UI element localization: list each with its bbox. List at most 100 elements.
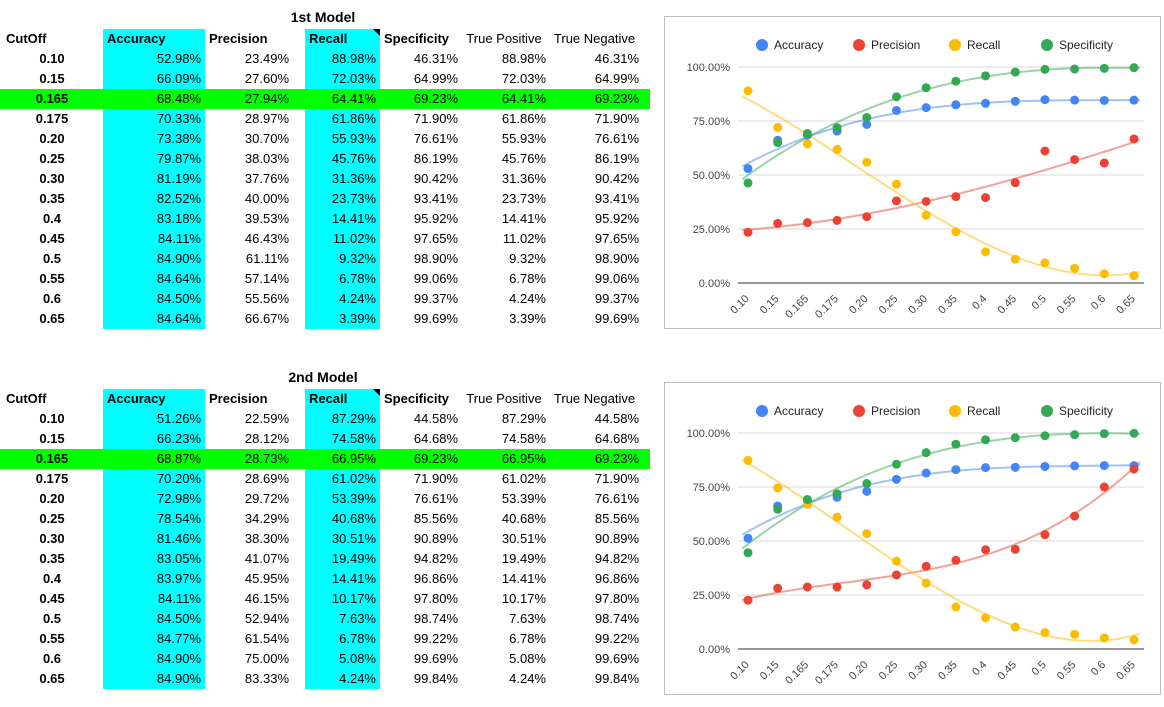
- point-accuracy[interactable]: [951, 465, 961, 475]
- point-accuracy[interactable]: [981, 98, 991, 108]
- point-specificity[interactable]: [981, 71, 991, 81]
- cell-true-negative[interactable]: 46.31%: [594, 51, 639, 66]
- cell-specificity[interactable]: 44.58%: [413, 411, 458, 426]
- cell-accuracy[interactable]: 68.87%: [156, 451, 201, 466]
- cell-recall[interactable]: 40.68%: [305, 509, 380, 529]
- header-precision[interactable]: Precision: [209, 31, 268, 46]
- cell-recall[interactable]: 66.95%: [331, 451, 376, 466]
- cell-true-positive[interactable]: 45.76%: [501, 151, 546, 166]
- point-precision[interactable]: [1129, 464, 1139, 474]
- legend-entry[interactable]: Accuracy: [756, 38, 823, 52]
- cell-accuracy[interactable]: 72.98%: [103, 489, 205, 509]
- legend-entry[interactable]: Precision: [853, 38, 920, 52]
- point-recall[interactable]: [1099, 269, 1109, 279]
- cell-precision[interactable]: 40.00%: [244, 191, 289, 206]
- point-accuracy[interactable]: [891, 474, 901, 484]
- point-specificity[interactable]: [1099, 429, 1109, 439]
- point-precision[interactable]: [832, 582, 842, 592]
- point-recall[interactable]: [1040, 258, 1050, 268]
- point-specificity[interactable]: [891, 92, 901, 102]
- cell-recall[interactable]: 5.08%: [305, 649, 380, 669]
- cell-true-negative[interactable]: 64.68%: [594, 431, 639, 446]
- cell-cutoff[interactable]: 0.175: [35, 111, 69, 126]
- cell-specificity[interactable]: 99.22%: [413, 631, 458, 646]
- cell-cutoff[interactable]: 0.165: [35, 91, 69, 106]
- header-recall[interactable]: Recall: [305, 389, 380, 409]
- cell-cutoff[interactable]: 0.5: [42, 611, 62, 626]
- point-recall[interactable]: [951, 227, 961, 237]
- point-precision[interactable]: [981, 193, 991, 203]
- point-precision[interactable]: [1010, 544, 1020, 554]
- cell-recall[interactable]: 6.78%: [305, 269, 380, 289]
- cell-true-negative[interactable]: 71.90%: [594, 471, 639, 486]
- cell-accuracy[interactable]: 84.64%: [103, 269, 205, 289]
- header-recall[interactable]: Recall: [305, 29, 380, 49]
- cell-precision[interactable]: 46.43%: [244, 231, 289, 246]
- cell-precision[interactable]: 41.07%: [244, 551, 289, 566]
- cell-accuracy[interactable]: 70.33%: [103, 109, 205, 129]
- point-specificity[interactable]: [773, 504, 783, 514]
- legend-entry[interactable]: Recall: [949, 38, 1000, 52]
- point-specificity[interactable]: [832, 489, 842, 499]
- cell-precision[interactable]: 46.15%: [244, 591, 289, 606]
- cell-specificity[interactable]: 98.74%: [413, 611, 458, 626]
- point-precision[interactable]: [1070, 511, 1080, 521]
- cell-true-negative[interactable]: 85.56%: [594, 511, 639, 526]
- point-recall[interactable]: [1070, 629, 1080, 639]
- cell-true-negative[interactable]: 97.65%: [594, 231, 639, 246]
- cell-recall[interactable]: 14.41%: [305, 569, 380, 589]
- point-recall[interactable]: [1070, 263, 1080, 273]
- point-recall[interactable]: [832, 144, 842, 154]
- cell-recall[interactable]: 11.02%: [305, 229, 380, 249]
- point-precision[interactable]: [1099, 158, 1109, 168]
- cell-accuracy[interactable]: 84.50%: [103, 289, 205, 309]
- cell-true-negative[interactable]: 76.61%: [594, 491, 639, 506]
- cell-precision[interactable]: 38.03%: [244, 151, 289, 166]
- cell-accuracy[interactable]: 83.05%: [103, 549, 205, 569]
- cell-specificity[interactable]: 86.19%: [413, 151, 458, 166]
- cell-true-negative[interactable]: 96.86%: [594, 571, 639, 586]
- point-specificity[interactable]: [1129, 63, 1139, 73]
- cell-accuracy[interactable]: 68.48%: [156, 91, 201, 106]
- cell-precision[interactable]: 66.67%: [244, 311, 289, 326]
- point-accuracy[interactable]: [1010, 462, 1020, 472]
- point-precision[interactable]: [921, 196, 931, 206]
- cell-true-positive[interactable]: 53.39%: [501, 491, 546, 506]
- cell-cutoff[interactable]: 0.55: [39, 631, 65, 646]
- cell-specificity[interactable]: 99.06%: [413, 271, 458, 286]
- cell-accuracy[interactable]: 79.87%: [103, 149, 205, 169]
- cell-true-positive[interactable]: 64.41%: [501, 91, 546, 106]
- cell-true-negative[interactable]: 69.23%: [594, 451, 639, 466]
- cell-specificity[interactable]: 85.56%: [413, 511, 458, 526]
- cell-true-negative[interactable]: 69.23%: [594, 91, 639, 106]
- cell-cutoff[interactable]: 0.6: [42, 651, 62, 666]
- point-recall[interactable]: [862, 157, 872, 167]
- point-specificity[interactable]: [832, 123, 842, 133]
- point-recall[interactable]: [1099, 633, 1109, 643]
- point-precision[interactable]: [951, 192, 961, 202]
- cell-accuracy[interactable]: 84.64%: [103, 309, 205, 329]
- point-recall[interactable]: [951, 602, 961, 612]
- header-cutoff[interactable]: CutOff: [6, 391, 47, 406]
- cell-specificity[interactable]: 95.92%: [413, 211, 458, 226]
- cell-specificity[interactable]: 76.61%: [413, 131, 458, 146]
- point-recall[interactable]: [773, 122, 783, 132]
- cell-accuracy[interactable]: 78.54%: [103, 509, 205, 529]
- point-precision[interactable]: [743, 595, 753, 605]
- cell-true-positive[interactable]: 10.17%: [501, 591, 546, 606]
- header-cutoff[interactable]: CutOff: [6, 31, 47, 46]
- cell-precision[interactable]: 29.72%: [244, 491, 289, 506]
- cell-precision[interactable]: 55.56%: [244, 291, 289, 306]
- point-accuracy[interactable]: [1070, 95, 1080, 105]
- cell-cutoff[interactable]: 0.20: [39, 131, 65, 146]
- cell-precision[interactable]: 28.73%: [244, 451, 289, 466]
- point-precision[interactable]: [1129, 134, 1139, 144]
- point-precision[interactable]: [743, 227, 753, 237]
- cell-true-negative[interactable]: 98.74%: [594, 611, 639, 626]
- cell-specificity[interactable]: 93.41%: [413, 191, 458, 206]
- cell-accuracy[interactable]: 84.11%: [103, 589, 205, 609]
- point-specificity[interactable]: [921, 448, 931, 458]
- point-specificity[interactable]: [981, 435, 991, 445]
- point-recall[interactable]: [1040, 628, 1050, 638]
- cell-cutoff[interactable]: 0.30: [39, 531, 65, 546]
